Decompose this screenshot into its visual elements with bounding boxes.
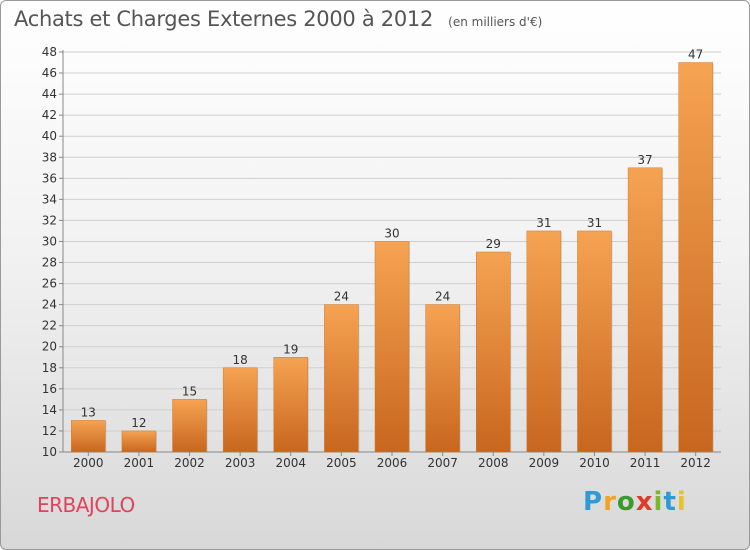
- bar-2002[interactable]: [172, 399, 207, 453]
- data-label: 31: [536, 216, 551, 230]
- bar-2001[interactable]: [121, 430, 157, 453]
- y-tick-label: 48: [42, 45, 57, 59]
- x-tick-label: 2009: [529, 456, 560, 470]
- bar-2009[interactable]: [526, 230, 562, 453]
- bar-2012[interactable]: [678, 62, 713, 453]
- data-label: 47: [688, 48, 703, 62]
- bar-2007[interactable]: [425, 304, 460, 453]
- bar-2008[interactable]: [475, 251, 511, 453]
- y-tick-label: 38: [42, 150, 57, 164]
- bar-2010[interactable]: [577, 230, 612, 453]
- data-label: 24: [435, 290, 450, 304]
- logo-letter: i: [653, 487, 664, 517]
- bar-2006[interactable]: [374, 241, 410, 453]
- data-label: 15: [182, 384, 197, 398]
- x-tick-label: 2008: [478, 456, 509, 470]
- y-tick-label: 14: [42, 403, 57, 417]
- y-tick-label: 34: [42, 192, 57, 206]
- logo-letter: i: [676, 487, 687, 517]
- bar-2005[interactable]: [324, 304, 359, 453]
- x-tick-label: 2010: [579, 456, 610, 470]
- y-tick-label: 32: [42, 213, 57, 227]
- data-label: 18: [233, 353, 248, 367]
- bar-2003[interactable]: [222, 367, 258, 453]
- data-label: 31: [587, 216, 602, 230]
- y-tick-label: 22: [42, 319, 57, 333]
- y-tick-label: 20: [42, 340, 57, 354]
- proxiti-logo[interactable]: Proxiti: [583, 487, 687, 517]
- bar-2011[interactable]: [627, 167, 663, 453]
- x-tick-label: 2004: [275, 456, 306, 470]
- y-tick-label: 18: [42, 361, 57, 375]
- logo-letter: t: [663, 487, 677, 517]
- x-tick-label: 2002: [174, 456, 205, 470]
- x-tick-label: 2000: [73, 456, 104, 470]
- data-label: 12: [131, 416, 146, 430]
- data-label: 24: [334, 290, 349, 304]
- logo-letter: P: [583, 487, 604, 517]
- x-tick-label: 2007: [427, 456, 458, 470]
- y-tick-label: 30: [42, 234, 57, 248]
- data-label: 30: [384, 226, 399, 240]
- chart-title: Achats et Charges Externes 2000 à 2012: [14, 7, 434, 31]
- y-tick-label: 40: [42, 129, 57, 143]
- y-tick-label: 46: [42, 66, 57, 80]
- x-tick-label: 2006: [377, 456, 408, 470]
- y-tick-label: 26: [42, 277, 57, 291]
- x-tick-label: 2001: [124, 456, 155, 470]
- data-label: 37: [637, 153, 652, 167]
- y-tick-label: 10: [42, 445, 57, 459]
- data-label: 19: [283, 342, 298, 356]
- y-tick-label: 24: [42, 298, 57, 312]
- x-tick-label: 2011: [630, 456, 661, 470]
- y-tick-label: 44: [42, 87, 57, 101]
- x-tick-label: 2012: [680, 456, 711, 470]
- y-tick-label: 16: [42, 382, 57, 396]
- y-tick-label: 42: [42, 108, 57, 122]
- bar-2000[interactable]: [71, 420, 106, 453]
- data-label: 29: [486, 237, 501, 251]
- y-tick-label: 28: [42, 256, 57, 270]
- x-tick-label: 2003: [225, 456, 256, 470]
- place-name: ERBAJOLO: [37, 493, 135, 517]
- logo-letter: x: [635, 487, 654, 517]
- bar-2004[interactable]: [273, 357, 309, 453]
- y-tick-label: 12: [42, 424, 57, 438]
- data-label: 13: [81, 405, 96, 419]
- logo-letter: r: [603, 487, 617, 517]
- chart-unit: (en milliers d'€): [448, 15, 543, 29]
- logo-letter: o: [616, 487, 636, 517]
- y-tick-label: 36: [42, 171, 57, 185]
- title-row: Achats et Charges Externes 2000 à 2012 (…: [14, 7, 542, 31]
- x-tick-label: 2005: [326, 456, 357, 470]
